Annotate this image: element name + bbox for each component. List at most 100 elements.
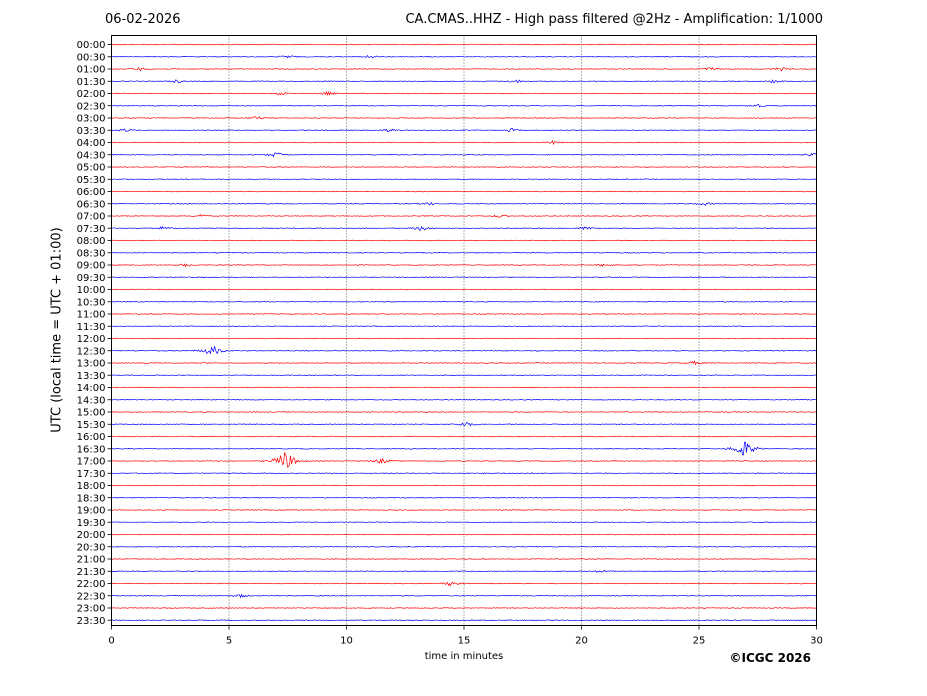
trace-14:30 [111, 398, 817, 401]
trace-07:30 [111, 225, 817, 231]
y-tick-label: 13:00 [77, 359, 106, 370]
trace-02:00 [111, 90, 817, 96]
trace-14:00 [111, 386, 817, 389]
date-label: 06-02-2026 [105, 12, 181, 27]
trace-08:30 [111, 252, 817, 254]
trace-16:30 [111, 441, 817, 456]
trace-20:30 [111, 545, 817, 548]
trace-05:30 [111, 178, 817, 181]
plot-frame [111, 35, 817, 626]
y-tick-label: 01:30 [77, 77, 106, 88]
seismic-traces [111, 43, 817, 621]
trace-01:00 [111, 66, 817, 72]
trace-09:00 [111, 263, 817, 268]
trace-12:30 [111, 346, 817, 355]
y-tick-label: 15:30 [77, 420, 106, 431]
y-tick-label: 22:00 [77, 579, 106, 590]
trace-06:00 [111, 190, 817, 193]
trace-18:30 [111, 497, 817, 499]
y-tick-label: 22:30 [77, 591, 106, 602]
trace-15:00 [111, 411, 817, 413]
x-tick-label: 30 [810, 636, 823, 647]
copyright-label: ©ICGC 2026 [729, 651, 811, 665]
trace-04:30 [111, 152, 817, 158]
y-tick-label: 17:00 [77, 457, 106, 468]
y-tick-label: 14:30 [77, 395, 106, 406]
y-tick-label: 06:30 [77, 199, 106, 210]
trace-06:30 [111, 201, 817, 206]
trace-16:00 [111, 435, 817, 438]
y-tick-label: 16:00 [77, 432, 106, 443]
trace-05:00 [111, 166, 817, 168]
y-tick-label: 21:30 [77, 567, 106, 578]
trace-11:00 [111, 313, 817, 315]
trace-07:00 [111, 214, 817, 218]
trace-23:00 [111, 607, 817, 609]
chart-title: CA.CMAS..HHZ - High pass filtered @2Hz -… [405, 12, 823, 27]
y-tick-label: 20:00 [77, 530, 106, 541]
y-tick-label: 19:30 [77, 518, 106, 529]
trace-03:30 [111, 128, 817, 133]
y-tick-label: 12:00 [77, 334, 106, 345]
trace-10:00 [111, 288, 817, 291]
y-tick-label: 00:30 [77, 52, 106, 63]
y-tick-label: 16:30 [77, 444, 106, 455]
y-tick-label: 11:30 [77, 322, 106, 333]
trace-13:00 [111, 360, 817, 366]
trace-18:00 [111, 484, 817, 487]
y-tick-label: 08:30 [77, 248, 106, 259]
trace-19:30 [111, 521, 817, 523]
trace-10:30 [111, 301, 817, 303]
trace-20:00 [111, 533, 817, 536]
y-tick-label: 13:30 [77, 371, 106, 382]
y-tick-label: 18:30 [77, 493, 106, 504]
y-tick-label: 23:00 [77, 604, 106, 615]
y-tick-label: 09:30 [77, 273, 106, 284]
y-tick-label: 02:30 [77, 101, 106, 112]
y-tick-label: 20:30 [77, 542, 106, 553]
x-tick-label: 0 [108, 636, 114, 647]
trace-22:30 [111, 593, 817, 599]
y-tick-label: 05:00 [77, 163, 106, 174]
y-tick-label: 03:30 [77, 126, 106, 137]
vertical-grid-lines [228, 35, 700, 626]
trace-03:00 [111, 116, 817, 120]
trace-02:30 [111, 103, 817, 108]
y-tick-label: 12:30 [77, 346, 106, 357]
y-tick-label: 15:00 [77, 408, 106, 419]
y-tick-label: 19:00 [77, 506, 106, 517]
y-tick-label: 07:30 [77, 224, 106, 235]
y-tick-label: 03:00 [77, 114, 106, 125]
trace-22:00 [111, 581, 817, 587]
y-tick-label: 17:30 [77, 469, 106, 480]
trace-19:00 [111, 509, 817, 511]
y-tick-label: 05:30 [77, 175, 106, 186]
x-axis-label: time in minutes [424, 651, 504, 662]
trace-23:30 [111, 619, 817, 621]
trace-08:00 [111, 239, 817, 242]
y-tick-label: 04:00 [77, 138, 106, 149]
y-tick-label: 11:00 [77, 310, 106, 321]
y-tick-label: 21:00 [77, 555, 106, 566]
trace-00:00 [111, 43, 817, 46]
y-tick-label: 10:30 [77, 297, 106, 308]
y-tick-label: 04:30 [77, 150, 106, 161]
trace-17:00 [111, 451, 817, 468]
trace-17:30 [111, 472, 817, 474]
y-tick-label: 08:00 [77, 236, 106, 247]
trace-04:00 [111, 139, 817, 146]
y-tick-label: 02:00 [77, 89, 106, 100]
y-tick-label: 23:30 [77, 616, 106, 627]
x-axis-ticks: 0 5 10 15 20 25 30 [108, 625, 823, 647]
x-tick-label: 25 [693, 636, 706, 647]
x-tick-label: 15 [458, 636, 471, 647]
y-tick-label: 18:00 [77, 481, 106, 492]
trace-21:00 [111, 558, 817, 560]
trace-09:30 [111, 276, 817, 279]
trace-12:00 [111, 337, 817, 340]
y-tick-label: 14:00 [77, 383, 106, 394]
trace-01:30 [111, 79, 817, 84]
x-tick-label: 20 [575, 636, 588, 647]
y-axis-label: UTC (local time = UTC + 01:00) [49, 227, 65, 433]
